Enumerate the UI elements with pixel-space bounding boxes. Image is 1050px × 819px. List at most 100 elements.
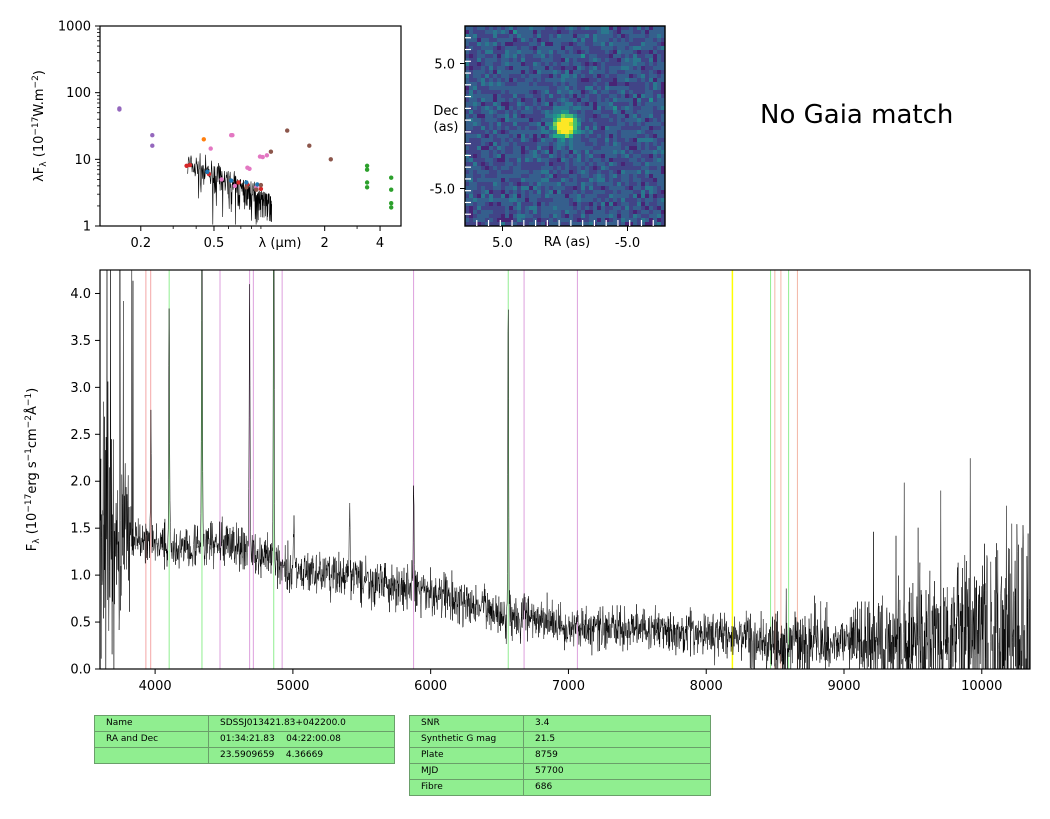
- image-pixel: [641, 98, 646, 103]
- image-pixel: [477, 170, 482, 175]
- image-frame: [464, 25, 666, 227]
- image-pixel: [653, 110, 658, 115]
- image-pixel: [617, 122, 622, 127]
- image-pixel: [525, 38, 530, 43]
- image-pixel: [473, 166, 478, 171]
- image-pixel: [533, 134, 538, 139]
- image-pixel: [565, 62, 570, 67]
- image-pixel: [533, 30, 538, 35]
- image-pixel: [541, 74, 546, 79]
- image-pixel: [493, 218, 498, 223]
- image-pixel: [549, 50, 554, 55]
- image-pixel: [501, 166, 506, 171]
- image-pixel: [521, 134, 526, 139]
- image-pixel: [633, 86, 638, 91]
- spectrum-ytick-label: 3.5: [70, 334, 91, 349]
- image-pixel: [493, 26, 498, 31]
- image-pixel: [609, 202, 614, 207]
- image-pixel: [605, 130, 610, 135]
- image-pixel: [641, 174, 646, 179]
- image-pixel: [469, 98, 474, 103]
- image-pixel: [653, 162, 658, 167]
- image-pixel: [653, 70, 658, 75]
- image-pixel: [593, 158, 598, 163]
- image-pixel: [489, 162, 494, 167]
- image-pixel: [513, 182, 518, 187]
- image-pixel: [569, 114, 574, 119]
- image-pixel: [589, 198, 594, 203]
- image-pixel: [537, 134, 542, 139]
- image-pixel: [489, 150, 494, 155]
- image-pixel: [617, 74, 622, 79]
- image-pixel: [481, 102, 486, 107]
- image-pixel: [621, 70, 626, 75]
- image-pixel: [613, 146, 618, 151]
- image-pixel: [621, 118, 626, 123]
- image-pixel: [505, 122, 510, 127]
- image-pixel: [529, 154, 534, 159]
- image-pixel: [537, 194, 542, 199]
- image-pixel: [573, 46, 578, 51]
- image-pixel: [581, 46, 586, 51]
- image-pixel: [489, 206, 494, 211]
- image-pixel: [501, 182, 506, 187]
- image-pixel: [597, 118, 602, 123]
- image-pixel: [537, 62, 542, 67]
- image-pixel: [493, 158, 498, 163]
- image-pixel: [533, 58, 538, 63]
- image-pixel: [637, 82, 642, 87]
- image-pixel: [493, 94, 498, 99]
- image-pixel: [653, 82, 658, 87]
- image-pixel: [569, 98, 574, 103]
- image-pixel: [465, 170, 470, 175]
- image-pixel: [549, 218, 554, 223]
- image-pixel: [541, 90, 546, 95]
- image-pixel: [521, 110, 526, 115]
- image-pixel: [589, 186, 594, 191]
- image-pixel: [653, 222, 658, 227]
- image-pixel: [637, 122, 642, 127]
- image-pixel: [533, 182, 538, 187]
- image-pixel: [597, 46, 602, 51]
- image-pixel: [553, 78, 558, 83]
- image-pixel: [477, 38, 482, 43]
- image-pixel: [493, 174, 498, 179]
- image-pixel: [649, 194, 654, 199]
- image-pixel: [573, 70, 578, 75]
- image-pixel: [545, 122, 550, 127]
- image-pixel: [505, 130, 510, 135]
- image-pixel: [585, 134, 590, 139]
- image-pixel: [629, 146, 634, 151]
- image-pixel: [657, 150, 662, 155]
- image-pixel: [637, 178, 642, 183]
- image-pixel: [473, 78, 478, 83]
- image-pixel: [629, 126, 634, 131]
- image-pixel: [645, 206, 650, 211]
- image-pixel: [473, 30, 478, 35]
- image-pixel: [601, 86, 606, 91]
- image-xtick-label: 5.0: [492, 236, 513, 251]
- image-pixel: [629, 30, 634, 35]
- image-pixel: [469, 202, 474, 207]
- image-pixel: [641, 86, 646, 91]
- image-pixel: [641, 182, 646, 187]
- image-pixel: [657, 110, 662, 115]
- image-pixel: [537, 198, 542, 203]
- image-pixel: [609, 102, 614, 107]
- image-pixel: [569, 138, 574, 143]
- image-pixel: [657, 142, 662, 147]
- image-pixel: [609, 218, 614, 223]
- image-pixel: [605, 30, 610, 35]
- image-pixel: [505, 162, 510, 167]
- image-pixel: [557, 26, 562, 31]
- image-pixel: [505, 114, 510, 119]
- image-pixel: [521, 34, 526, 39]
- image-pixel: [625, 122, 630, 127]
- image-pixel: [553, 106, 558, 111]
- image-pixel: [517, 186, 522, 191]
- image-pixel: [573, 206, 578, 211]
- image-pixel: [565, 34, 570, 39]
- image-pixel: [661, 222, 666, 227]
- image-pixel: [549, 126, 554, 131]
- image-pixel: [609, 222, 614, 227]
